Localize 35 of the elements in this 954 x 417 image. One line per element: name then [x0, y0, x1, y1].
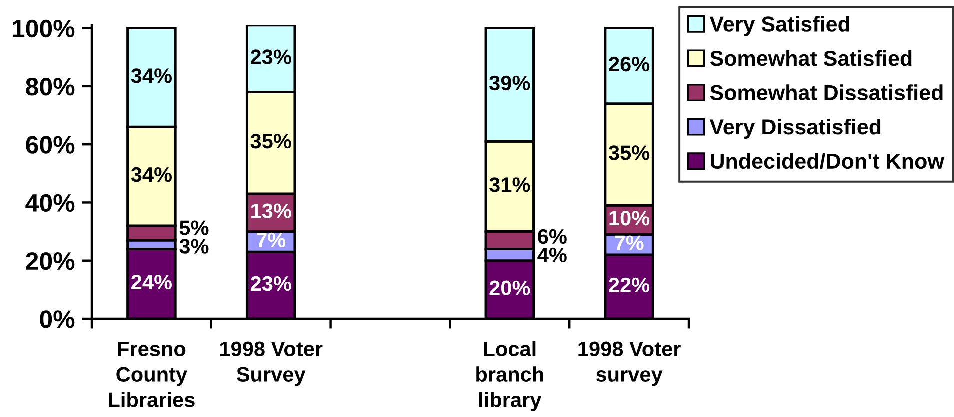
y-tick-label: 40% — [26, 194, 75, 212]
data-label: 26% — [609, 56, 650, 72]
data-label: 22% — [609, 278, 650, 293]
data-label: 3% — [180, 239, 209, 254]
y-tick-label: 80% — [26, 78, 75, 96]
data-label: 34% — [131, 68, 172, 84]
data-label: 4% — [538, 248, 567, 263]
data-label: 10% — [610, 211, 650, 226]
data-label: 35% — [608, 146, 650, 160]
legend-label: Somewhat Satisfied — [710, 50, 912, 66]
data-label: 34% — [131, 167, 172, 182]
y-tick-label: 20% — [26, 252, 75, 270]
y-tick-label: 100% — [12, 20, 75, 38]
data-label: 7% — [256, 232, 286, 248]
data-label: 7% — [615, 236, 644, 250]
x-tick-label: 1998 Voter survey — [578, 342, 681, 386]
data-label: 13% — [252, 204, 292, 219]
data-label: 24% — [132, 274, 172, 290]
data-label: 39% — [490, 76, 530, 91]
data-label: 20% — [490, 280, 530, 296]
x-tick-label: Fresno County Libraries — [109, 342, 195, 408]
x-tick-label: Local branch library — [476, 341, 544, 412]
legend-label: Somewhat Dissatisfied — [710, 84, 943, 100]
y-tick-label: 60% — [26, 136, 75, 154]
data-label: 5% — [180, 220, 209, 236]
legend-label: Undecided/Don't Know — [711, 153, 944, 170]
y-tick-label: 0% — [40, 310, 75, 328]
data-label: 31% — [490, 178, 530, 192]
data-label: 35% — [250, 134, 292, 149]
data-label: 6% — [538, 229, 567, 244]
data-label: 23% — [250, 276, 292, 292]
x-tick-label: 1998 Voter Survey — [220, 342, 323, 386]
legend-label: Very Dissatisfied — [710, 118, 881, 140]
legend-label: Very Satisfied — [710, 16, 850, 36]
data-label: 23% — [250, 50, 292, 64]
